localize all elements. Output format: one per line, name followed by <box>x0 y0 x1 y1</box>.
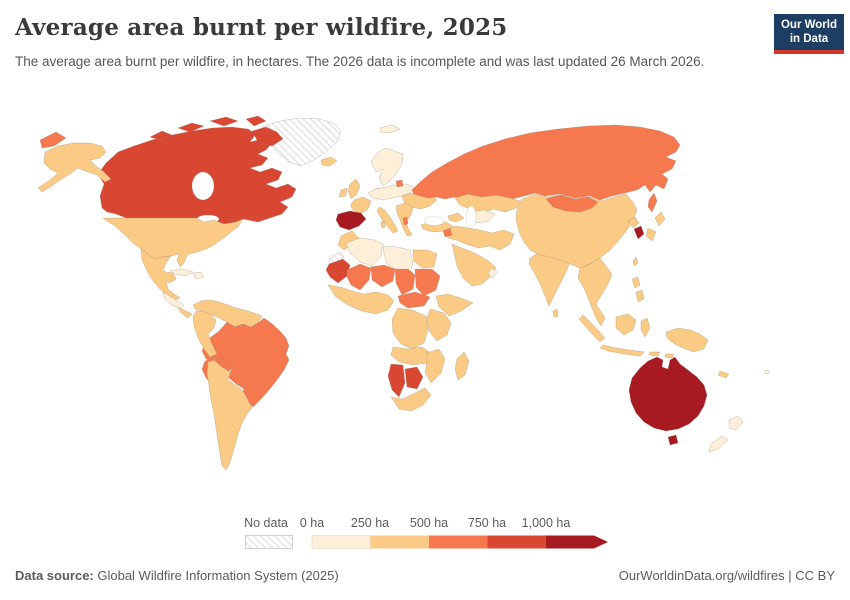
page-title: Average area burnt per wildfire, 2025 <box>15 14 508 41</box>
country-mexico[interactable] <box>140 248 181 301</box>
legend-no-data-label: No data <box>245 516 288 530</box>
region-horn-of-africa[interactable] <box>435 293 474 317</box>
legend-tick-1000: 1,000 ha <box>522 516 571 530</box>
region-sakhalin[interactable] <box>647 192 658 213</box>
owid-logo-line1: Our World <box>780 19 837 31</box>
country-oman[interactable] <box>487 267 498 279</box>
country-mali[interactable] <box>346 263 372 291</box>
country-australia[interactable] <box>628 356 708 432</box>
country-hispaniola[interactable] <box>192 271 205 280</box>
country-italy[interactable] <box>376 206 399 234</box>
legend-tick-250: 250 ha <box>351 516 389 530</box>
country-canada-arctic-islands[interactable] <box>149 115 284 147</box>
country-france[interactable] <box>350 196 372 215</box>
legend-bin-3-swatch[interactable] <box>487 535 547 549</box>
chart-footer: Data source: Global Wildfire Information… <box>0 568 850 583</box>
country-botswana[interactable] <box>404 366 424 390</box>
region-west-africa[interactable] <box>327 284 395 315</box>
country-syria[interactable] <box>442 227 453 238</box>
country-estonia[interactable] <box>395 179 404 188</box>
region-east-africa[interactable] <box>426 308 452 342</box>
region-peru-ecuador[interactable] <box>192 310 218 358</box>
country-namibia[interactable] <box>387 363 406 398</box>
country-united-kingdom[interactable] <box>347 178 361 200</box>
country-south-korea[interactable] <box>633 225 645 240</box>
region-southwest-asia[interactable] <box>444 225 515 251</box>
region-arabia[interactable] <box>451 243 497 287</box>
region-tasmania[interactable] <box>667 434 679 446</box>
data-source-label: Data source: <box>15 568 94 583</box>
country-alaska[interactable] <box>37 142 112 193</box>
owid-logo-red-bar <box>774 49 844 54</box>
country-madagascar[interactable] <box>454 351 470 381</box>
region-central-america[interactable] <box>162 291 185 310</box>
caspian-sea <box>465 205 477 229</box>
country-russia[interactable] <box>411 124 681 201</box>
region-central-africa[interactable] <box>391 307 429 350</box>
country-algeria[interactable] <box>345 237 384 267</box>
region-panama-costa-rica[interactable] <box>177 306 193 319</box>
country-north-korea[interactable] <box>627 216 640 229</box>
data-source-value: Global Wildfire Information System (2025… <box>93 568 339 583</box>
region-mozambique-zimbabwe[interactable] <box>424 348 446 384</box>
country-mauritania[interactable] <box>325 258 351 284</box>
legend-tick-750: 750 ha <box>468 516 506 530</box>
country-russia-chukotka-wrap[interactable] <box>39 131 67 149</box>
data-source: Data source: Global Wildfire Information… <box>15 568 339 583</box>
country-japan[interactable] <box>645 211 666 242</box>
country-cuba[interactable] <box>169 268 194 277</box>
country-ireland[interactable] <box>338 187 348 198</box>
region-iberia[interactable] <box>335 210 367 231</box>
chart-subtitle: The average area burnt per wildfire, in … <box>15 54 705 69</box>
country-chad[interactable] <box>394 268 416 296</box>
country-new-caledonia[interactable] <box>717 370 730 379</box>
legend-tick-500: 500 ha <box>410 516 448 530</box>
country-svalbard[interactable] <box>379 124 401 134</box>
country-mongolia[interactable] <box>545 194 599 213</box>
region-southeast-asia[interactable] <box>577 257 613 327</box>
owid-logo-line2: in Data <box>789 33 829 46</box>
legend-tick-0: 0 ha <box>300 516 324 530</box>
country-south-africa[interactable] <box>390 387 432 412</box>
country-fiji[interactable] <box>763 369 771 375</box>
region-angola-zambia[interactable] <box>390 346 432 366</box>
owid-logo-box: Our World in Data <box>774 14 844 50</box>
region-south-sudan-car[interactable] <box>397 291 431 309</box>
legend-no-data-swatch[interactable] <box>245 535 293 549</box>
country-united-states[interactable] <box>102 217 244 268</box>
country-iceland[interactable] <box>320 156 338 167</box>
country-greenland[interactable] <box>261 117 342 167</box>
license-link[interactable]: OurWorldinData.org/wildfires | CC BY <box>618 568 835 583</box>
country-sudan[interactable] <box>414 268 441 297</box>
country-philippines[interactable] <box>631 276 645 303</box>
country-taiwan[interactable] <box>632 256 639 267</box>
map-legend: No data 0 ha 250 ha 500 ha 750 ha 1,000 … <box>245 516 608 549</box>
country-brazil[interactable] <box>201 317 290 408</box>
hudson-bay <box>191 171 215 201</box>
country-sri-lanka[interactable] <box>552 308 559 318</box>
country-indonesia[interactable] <box>578 313 675 359</box>
legend-bin-0-swatch[interactable] <box>311 535 371 549</box>
country-niger[interactable] <box>370 264 396 288</box>
region-southern-cone[interactable] <box>206 359 253 471</box>
legend-bin-1-swatch[interactable] <box>370 535 430 549</box>
legend-bin-2-swatch[interactable] <box>429 535 488 549</box>
black-sea <box>423 216 445 226</box>
country-albania[interactable] <box>402 216 409 226</box>
region-scandinavia[interactable] <box>370 147 404 187</box>
country-egypt[interactable] <box>412 249 438 269</box>
region-caucasus[interactable] <box>447 212 465 223</box>
region-new-guinea[interactable] <box>665 327 709 353</box>
country-new-zealand[interactable] <box>708 415 744 453</box>
owid-logo[interactable]: Our World in Data <box>774 14 844 54</box>
legend-bin-4-swatch-arrow[interactable] <box>546 535 608 549</box>
